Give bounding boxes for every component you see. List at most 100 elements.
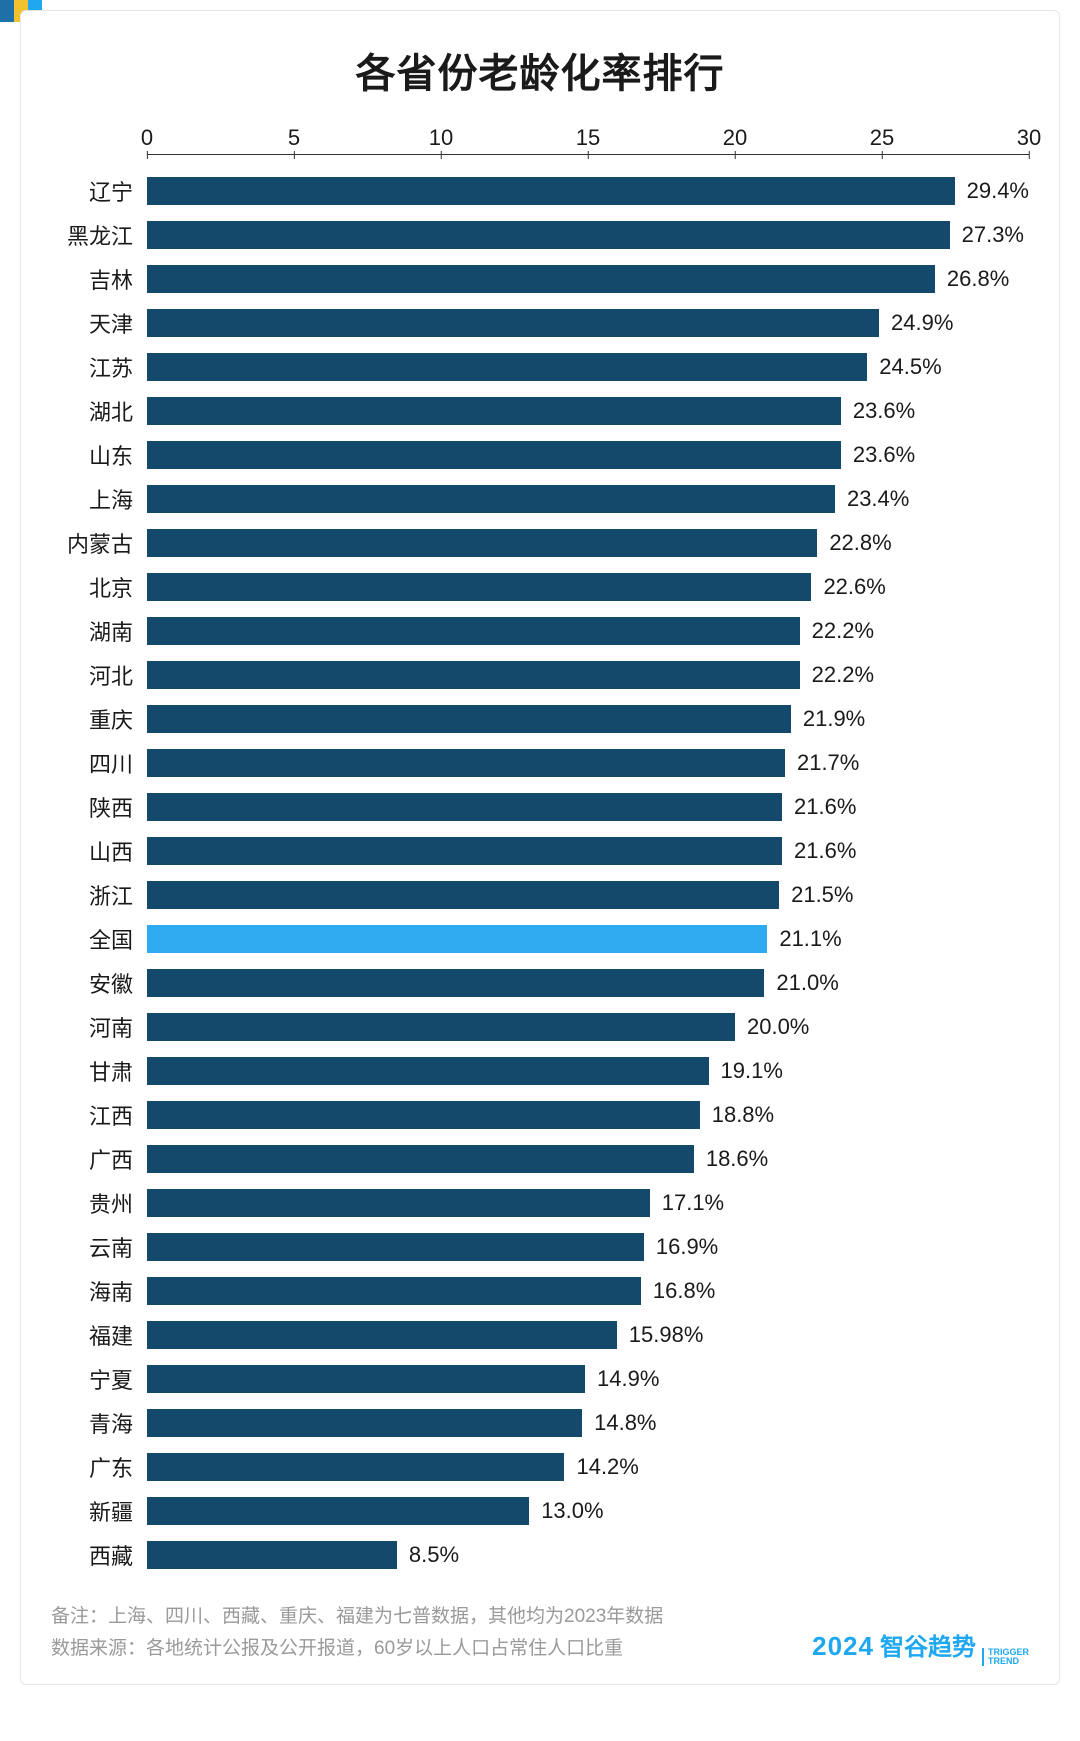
chart-title: 各省份老龄化率排行	[51, 41, 1029, 99]
bar-row: 甘肃19.1%	[51, 1049, 1029, 1093]
bar-row: 西藏8.5%	[51, 1533, 1029, 1577]
bar-wrap: 13.0%	[147, 1489, 1029, 1533]
bar	[147, 837, 782, 865]
bar	[147, 881, 779, 909]
bar-label: 全国	[51, 923, 147, 955]
bar-wrap: 24.9%	[147, 301, 1029, 345]
bar-row: 湖北23.6%	[51, 389, 1029, 433]
bar-label: 海南	[51, 1275, 147, 1307]
bar-label: 山西	[51, 835, 147, 867]
bar-label: 河北	[51, 659, 147, 691]
bar-wrap: 29.4%	[147, 169, 1029, 213]
bar	[147, 265, 935, 293]
bar-value: 21.1%	[767, 926, 841, 952]
bar-row: 福建15.98%	[51, 1313, 1029, 1357]
bar-label: 河南	[51, 1011, 147, 1043]
bar-row: 辽宁29.4%	[51, 169, 1029, 213]
bar-wrap: 21.6%	[147, 785, 1029, 829]
bar-label: 浙江	[51, 879, 147, 911]
bar-label: 江苏	[51, 351, 147, 383]
bar	[147, 529, 817, 557]
bar-row: 云南 16.9%	[51, 1225, 1029, 1269]
bar	[147, 661, 800, 689]
bar-wrap: 21.1%	[147, 917, 1029, 961]
bar-label: 重庆	[51, 703, 147, 735]
bar-label: 广东	[51, 1451, 147, 1483]
bar-label: 陕西	[51, 791, 147, 823]
bar-wrap: 21.5%	[147, 873, 1029, 917]
bar-label: 天津	[51, 307, 147, 339]
bar-label: 宁夏	[51, 1363, 147, 1395]
bar-row: 山东 23.6%	[51, 433, 1029, 477]
bar-label: 江西	[51, 1099, 147, 1131]
bar	[147, 221, 950, 249]
x-axis-tick: 20	[723, 125, 747, 161]
bar-row: 内蒙古 22.8%	[51, 521, 1029, 565]
bar-value: 18.6%	[694, 1146, 768, 1172]
x-axis-tick: 10	[429, 125, 453, 161]
bar-wrap: 8.5%	[147, 1533, 1029, 1577]
bar-row: 四川 21.7%	[51, 741, 1029, 785]
bar-label: 山东	[51, 439, 147, 471]
bar-value: 21.5%	[779, 882, 853, 908]
bar	[147, 441, 841, 469]
bar	[147, 177, 955, 205]
bar-wrap: 24.5%	[147, 345, 1029, 389]
bar-row: 山西21.6%	[51, 829, 1029, 873]
bar	[147, 485, 835, 513]
bar-value: 22.6%	[811, 574, 885, 600]
bar-value: 22.8%	[817, 530, 891, 556]
bar-wrap: 14.2%	[147, 1445, 1029, 1489]
bar-value: 23.6%	[841, 442, 915, 468]
bar-value: 27.3%	[950, 222, 1024, 248]
bar-wrap: 22.2%	[147, 653, 1029, 697]
bar-value: 23.6%	[841, 398, 915, 424]
bar-wrap: 23.4%	[147, 477, 1029, 521]
bar-wrap: 21.9%	[147, 697, 1029, 741]
bar-label: 贵州	[51, 1187, 147, 1219]
bar	[147, 1497, 529, 1525]
bar-value: 21.7%	[785, 750, 859, 776]
bar-row: 宁夏 14.9%	[51, 1357, 1029, 1401]
bar-label: 广西	[51, 1143, 147, 1175]
bar-wrap: 21.7%	[147, 741, 1029, 785]
bar-value: 16.8%	[641, 1278, 715, 1304]
bar-wrap: 18.8%	[147, 1093, 1029, 1137]
bar-value: 26.8%	[935, 266, 1009, 292]
bar-value: 14.2%	[564, 1454, 638, 1480]
bar-wrap: 27.3%	[147, 213, 1029, 257]
bar-value: 24.9%	[879, 310, 953, 336]
bar-row: 吉林26.8%	[51, 257, 1029, 301]
bar	[147, 353, 867, 381]
bar-wrap: 14.9%	[147, 1357, 1029, 1401]
bar	[147, 1057, 709, 1085]
bar-row: 贵州 17.1%	[51, 1181, 1029, 1225]
bar-label: 湖南	[51, 615, 147, 647]
bar-label: 新疆	[51, 1495, 147, 1527]
bar	[147, 1321, 617, 1349]
bar-label: 云南	[51, 1231, 147, 1263]
bar-wrap: 16.8%	[147, 1269, 1029, 1313]
bar-value: 14.9%	[585, 1366, 659, 1392]
bar-value: 14.8%	[582, 1410, 656, 1436]
bar-label: 内蒙古	[51, 527, 147, 559]
bar-highlight	[147, 925, 767, 953]
bar	[147, 705, 791, 733]
bar-row: 陕西21.6%	[51, 785, 1029, 829]
bar-wrap: 21.0%	[147, 961, 1029, 1005]
bar-chart: 051015202530 辽宁29.4%黑龙江27.3%吉林26.8%天津24.…	[51, 125, 1029, 1577]
footer-logo: 2024 智谷趋势 TRIGGER TREND	[812, 1627, 1029, 1666]
bar-label: 四川	[51, 747, 147, 779]
bar-value: 15.98%	[617, 1322, 704, 1348]
bar	[147, 1013, 735, 1041]
bar-label: 上海	[51, 483, 147, 515]
bar	[147, 1409, 582, 1437]
bar-wrap: 14.8%	[147, 1401, 1029, 1445]
bar-value: 17.1%	[650, 1190, 724, 1216]
footer-year: 2024	[812, 1631, 874, 1662]
bar-value: 8.5%	[397, 1542, 459, 1568]
bar-value: 19.1%	[709, 1058, 783, 1084]
bar-row: 湖南22.2%	[51, 609, 1029, 653]
footer-brand: 智谷趋势	[880, 1627, 976, 1662]
bar-value: 16.9%	[644, 1234, 718, 1260]
